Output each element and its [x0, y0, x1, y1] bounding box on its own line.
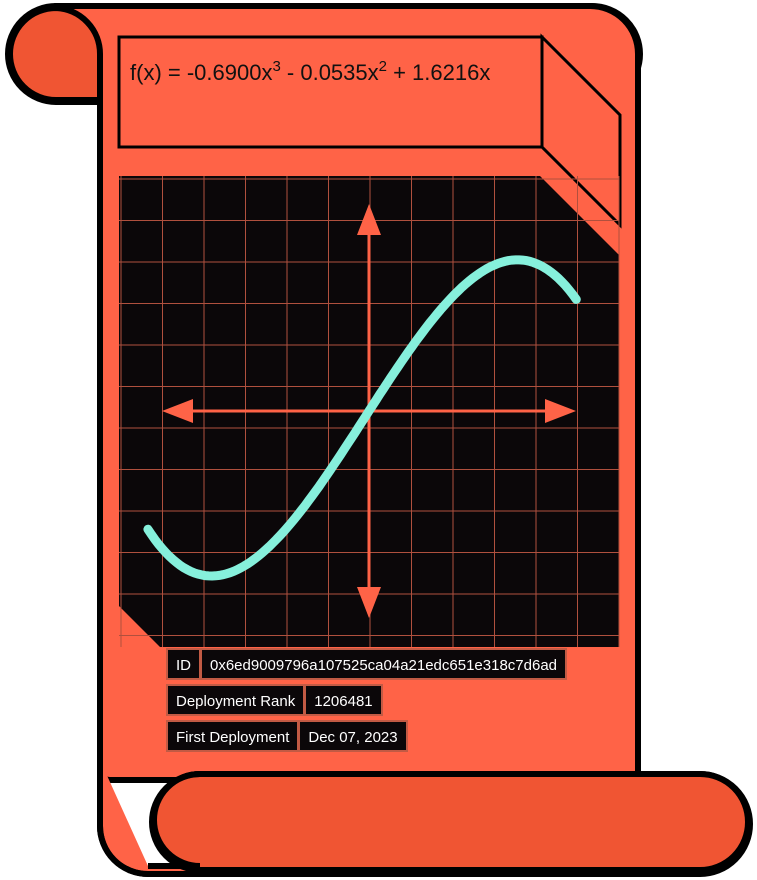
- first-deployment-value: Dec 07, 2023: [299, 720, 408, 752]
- formula-exp-cubic: 3: [272, 58, 281, 75]
- formula-box-side: [540, 33, 622, 229]
- id-value: 0x6ed9009796a107525ca04a21edc651e318c7d6…: [201, 648, 568, 680]
- scroll-bottom-curl: [149, 771, 751, 873]
- function-curve: [143, 255, 581, 581]
- y-axis-arrow-up: [357, 204, 381, 235]
- details-row-first-deployment: First Deployment Dec 07, 2023: [166, 720, 567, 752]
- formula-suffix: + 1.6216x: [386, 60, 491, 85]
- scroll-top-curl: [7, 4, 104, 103]
- formula-prefix: f(x) = -0.6900x: [130, 60, 273, 85]
- x-axis-arrow-right: [545, 399, 576, 423]
- x-axis-arrow-left: [162, 399, 193, 423]
- y-axis-arrow-down: [357, 587, 381, 618]
- rank-value: 1206481: [305, 684, 383, 716]
- rank-label: Deployment Rank: [166, 684, 306, 716]
- formula-middle: - 0.0535x: [280, 60, 379, 85]
- formula-exp-square: 2: [378, 58, 387, 75]
- details-row-rank: Deployment Rank 1206481: [166, 684, 567, 716]
- formula-box: [117, 35, 544, 149]
- details-table: ID 0x6ed9009796a107525ca04a21edc651e318c…: [166, 648, 568, 756]
- formula-label: f(x) = -0.6900x3 - 0.0535x2 + 1.6216x: [130, 58, 530, 88]
- details-row-id: ID 0x6ed9009796a107525ca04a21edc651e318c…: [166, 648, 568, 680]
- id-label: ID: [166, 648, 201, 680]
- first-deployment-label: First Deployment: [166, 720, 300, 752]
